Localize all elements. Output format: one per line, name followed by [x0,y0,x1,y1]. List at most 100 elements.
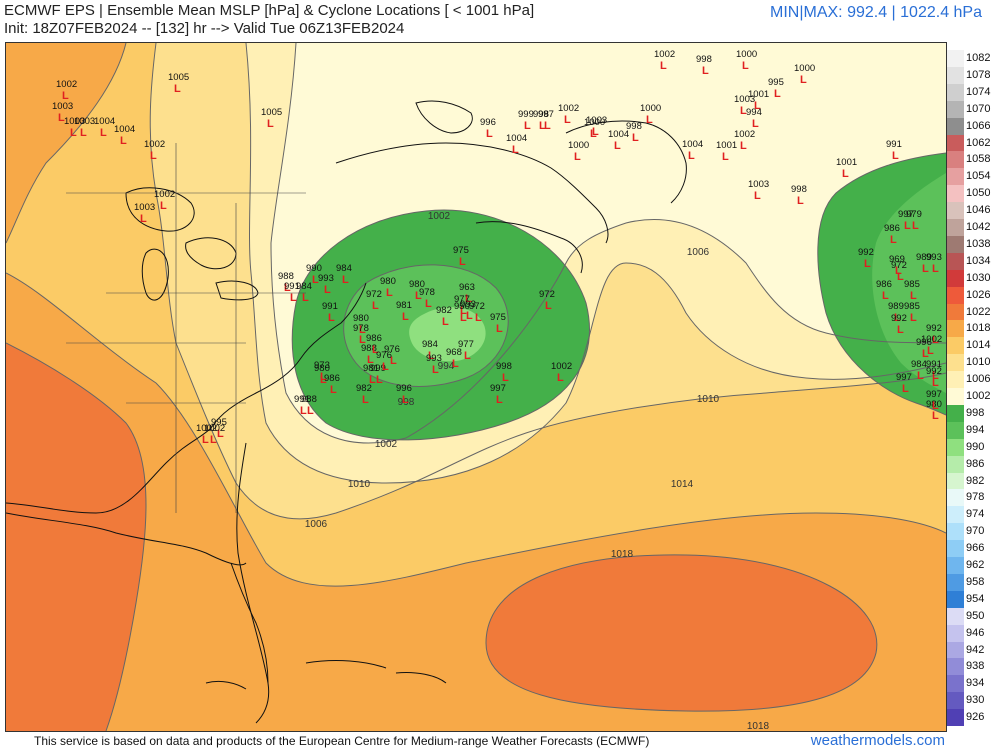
cyclone-pressure-label: 972 [366,289,382,300]
cyclone-pressure-label: 984 [336,263,352,274]
low-marker-icon: L [217,428,224,440]
legend-swatch [947,185,964,203]
cyclone-pressure-label: 972 [539,289,555,300]
cyclone-pressure-label: 1002 [56,79,77,90]
legend-label: 974 [966,508,985,521]
legend-swatch [947,219,964,236]
legend-label: 1062 [966,136,991,149]
low-marker-icon: L [359,324,366,336]
low-marker-icon: L [452,358,459,370]
low-marker-icon: L [539,120,546,132]
field-1022-atlantic [486,554,877,712]
legend-label: 994 [966,423,985,436]
legend-entry: 966 [947,540,1000,558]
cyclone-pressure-label: 1003 [586,115,607,126]
low-marker-icon: L [442,316,449,328]
isobar-label: 1010 [348,479,371,490]
brand-link[interactable]: weathermodels.com [810,732,945,749]
legend-entry: 1018 [947,320,1000,338]
low-marker-icon: L [328,312,335,324]
cyclone-pressure-label: 968 [446,347,462,358]
low-marker-icon: L [496,323,503,335]
legend-entry: 938 [947,658,1000,676]
cyclone-pressure-label: 1002 [154,189,175,200]
legend-entry: 1042 [947,219,1000,236]
low-marker-icon: L [312,274,319,286]
cyclone-pressure-label: 996 [916,337,932,348]
legend-label: 1054 [966,170,991,183]
legend-label: 930 [966,694,985,707]
low-marker-icon: L [402,394,409,406]
cyclone-pressure-label: 986 [876,279,892,290]
low-marker-icon: L [892,150,899,162]
legend-label: 926 [966,711,985,724]
pressure-map[interactable]: 1002 1006 1010 1014 1018 1010 1006 1002 998 994 10… [5,42,947,732]
low-marker-icon: L [544,120,551,132]
cyclone-pressure-label: 995 [211,417,227,428]
legend-label: 958 [966,575,985,588]
low-marker-icon: L [614,140,621,152]
legend-label: 1078 [966,68,991,81]
legend-label: 1038 [966,237,991,250]
cyclone-pressure-label: 992 [926,366,942,377]
low-marker-icon: L [894,312,901,324]
cyclone-pressure-label: 988 [301,394,317,405]
legend-label: 1066 [966,119,991,132]
low-marker-icon: L [330,384,337,396]
cyclone-pressure-label: 981 [363,363,379,374]
isobar-label: 1002 [428,211,451,222]
field-1018-northwest [6,43,126,243]
coastlines [6,100,687,724]
cyclone-pressure-label: 997 [538,109,554,120]
legend-swatch [947,692,964,710]
cyclone-pressure-label: 979 [906,209,922,220]
legend-entry: 1006 [947,371,1000,389]
legend-entry: 1002 [947,388,1000,405]
cyclone-pressure-label: 1000 [736,49,757,60]
legend-swatch [947,624,964,642]
legend-swatch [947,641,964,659]
cyclone-pressure-label: 1000 [584,117,605,128]
cyclone-pressure-label: 993 [318,273,334,284]
cyclone-pressure-label: 986 [884,223,900,234]
low-marker-icon: L [210,434,217,446]
legend-swatch [947,557,964,574]
low-marker-icon: L [342,274,349,286]
low-marker-icon: L [564,114,571,126]
low-marker-icon: L [932,400,939,412]
legend-entry: 1034 [947,252,1000,270]
cyclone-pressure-label: 998 [496,361,512,372]
low-marker-icon: L [646,114,653,126]
legend-entry: 970 [947,523,1000,541]
legend-swatch [947,388,964,405]
low-marker-icon: L [460,305,467,317]
low-marker-icon: L [382,361,389,373]
legend-entry: 1070 [947,100,1000,118]
legend-entry: 998 [947,404,1000,422]
cyclone-pressure-label: 984 [296,281,312,292]
low-marker-icon: L [592,126,599,138]
